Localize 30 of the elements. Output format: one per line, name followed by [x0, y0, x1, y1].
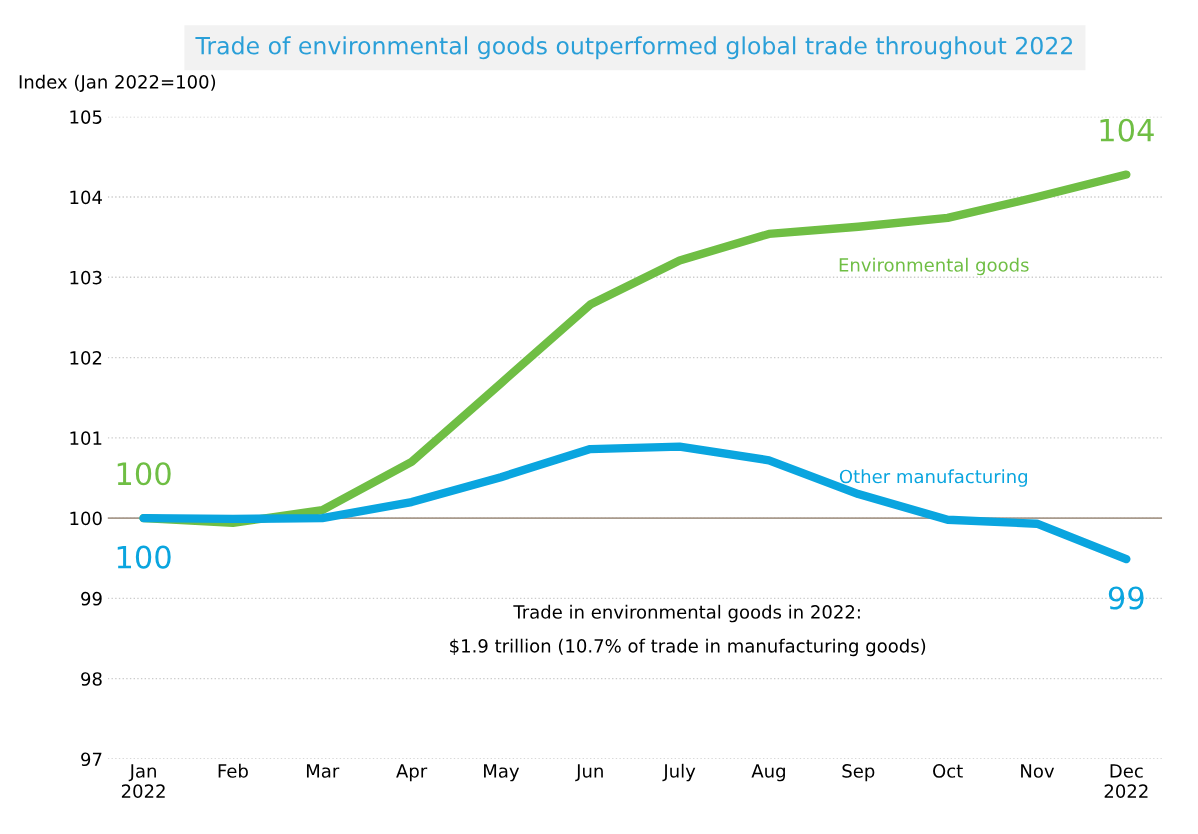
y-tick-label: 104: [70, 190, 102, 205]
y-tick-label: 103: [70, 270, 102, 285]
annotation: 104: [1100, 118, 1154, 142]
x-tick-label: May: [484, 764, 520, 782]
y-tick-label: 102: [70, 351, 102, 365]
x-tick-label: Aug: [751, 764, 785, 782]
annotation: Trade in environmental goods in 2022: $1.9 trillion (10.7% of trade in manufacturing goods): [450, 604, 926, 657]
x-tick-label: Oct: [933, 764, 963, 778]
annotation: 99: [1108, 586, 1144, 610]
x-tick-label: Jun: [575, 764, 603, 782]
x-tick-label: Nov: [1021, 764, 1055, 778]
y-tick-label: 98: [81, 672, 102, 686]
y-tick-label: 105: [70, 110, 102, 124]
annotation: 100: [117, 462, 171, 486]
x-tick-label: Mar: [306, 764, 340, 778]
series-label: Environmental goods: [839, 257, 1029, 276]
y-tick-label: 101: [70, 431, 102, 445]
y-tick-label: 97: [81, 752, 102, 767]
x-tick-label: Jan 2022: [121, 764, 165, 798]
annotation: 100: [117, 545, 171, 569]
x-tick-label: Sep: [842, 764, 875, 782]
y-axis-title: Index (Jan 2022=100): [19, 74, 216, 92]
x-tick-label: July: [662, 763, 696, 782]
series-label: Other manufacturing: [839, 469, 1027, 487]
x-tick-label: Feb: [218, 763, 248, 778]
y-tick-label: 100: [70, 511, 102, 526]
chart-title: Trade of environmental goods outperformed global trade throughout 2022: [195, 36, 1073, 60]
x-tick-label: Dec 2022: [1104, 764, 1148, 798]
x-tick-label: Apr: [396, 764, 428, 782]
y-tick-label: 99: [81, 591, 102, 606]
